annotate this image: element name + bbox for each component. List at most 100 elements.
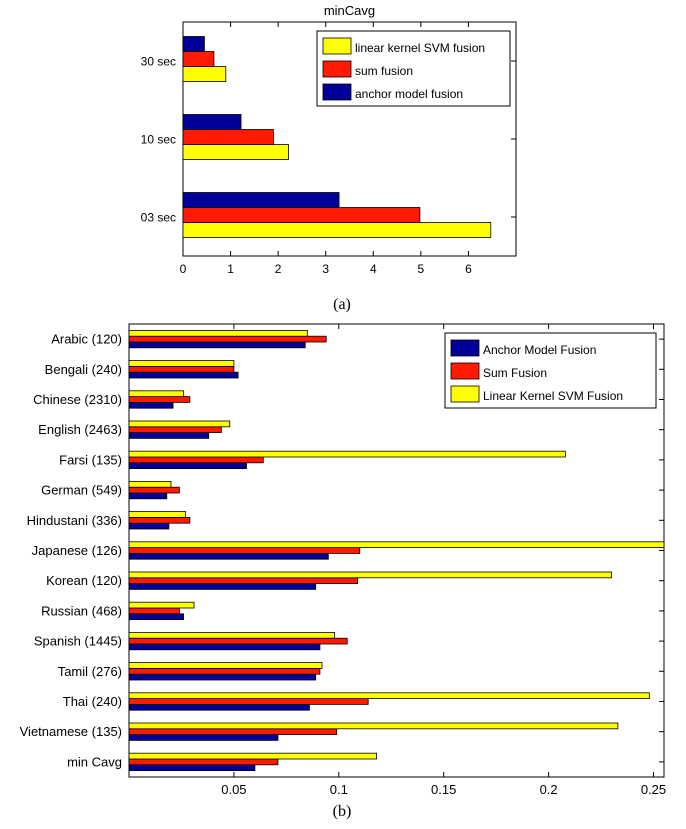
- chart-a-legend-label-sum-fusion: sum fusion: [355, 64, 413, 78]
- chart-b-legend: Anchor Model Fusion Sum Fusion Linear Kern…: [444, 332, 657, 409]
- chart-b-category-label-spanish-1445: Spanish (1445): [34, 634, 122, 649]
- chart-b-bar-linear-kernel-svm-fusion-chinese-2310: [128, 390, 184, 397]
- chart-b-legend-label-anchor-model-fusion: Anchor Model Fusion: [483, 343, 596, 357]
- chart-a-bar-anchor-model-fusion-03-sec: [182, 192, 340, 208]
- chart-a-bar-linear-kernel-svm-fusion-03-sec: [182, 222, 492, 238]
- chart-b-category-label-russian-468: Russian (468): [41, 603, 122, 618]
- chart-b-category-label-hindustani-336: Hindustani (336): [27, 513, 122, 528]
- chart-b-bar-linear-kernel-svm-fusion-thai-240: [128, 692, 650, 699]
- chart-b-bar-linear-kernel-svm-fusion-spanish-1445: [128, 632, 336, 639]
- chart-b-category-label-tamil-276: Tamil (276): [58, 664, 122, 679]
- chart-a-bar-linear-kernel-svm-fusion-30-sec: [182, 66, 227, 82]
- caption-b: (b): [333, 803, 352, 820]
- chart-b-bar-sum-fusion-min-cavg: [128, 758, 279, 766]
- chart-b-bar-anchor-model-fusion-vietnamese-135: [128, 734, 279, 741]
- chart-b-bar-anchor-model-fusion-bengali-240: [128, 371, 239, 379]
- chart-b-category-label-min-cavg: min Cavg: [67, 754, 122, 769]
- chart-b-bar-sum-fusion-japanese-126: [128, 547, 361, 554]
- chart-b-bar-sum-fusion-english-2463: [128, 426, 222, 433]
- chart-b-bar-sum-fusion-vietnamese-135: [128, 728, 338, 735]
- chart-b-xtick-label-1: 0.1: [330, 782, 348, 797]
- chart-b-bar-linear-kernel-svm-fusion-min-cavg: [128, 752, 377, 760]
- chart-a-bar-anchor-model-fusion-30-sec: [182, 36, 205, 52]
- chart-a-xtick-label-5: 5: [418, 262, 425, 276]
- chart-b-bar-anchor-model-fusion-spanish-1445: [128, 643, 321, 651]
- chart-a-bar-sum-fusion-30-sec: [182, 51, 215, 67]
- caption-a: (a): [333, 296, 351, 313]
- chart-b-legend-swatch-sum-fusion: [450, 362, 480, 380]
- chart-b-bar-sum-fusion-chinese-2310: [128, 396, 191, 403]
- chart-b-category-label-chinese-2310: Chinese (2310): [33, 392, 122, 407]
- chart-b-bar-anchor-model-fusion-tamil-276: [128, 673, 317, 681]
- chart-a-legend-label-linear-kernel-svm-fusion: linear kernel SVM fusion: [355, 41, 485, 55]
- chart-b-category-label-korean-120: Korean (120): [46, 573, 122, 588]
- chart-a-xtick-label-6: 6: [465, 262, 472, 276]
- chart-b-category-label-german-549: German (549): [41, 483, 122, 498]
- chart-b-bar-anchor-model-fusion-english-2463: [128, 432, 210, 439]
- chart-a-category-label-03-sec: 03 sec: [141, 211, 176, 225]
- chart-a-legend-label-anchor-model-fusion: anchor model fusion: [355, 87, 463, 101]
- chart-b-bar-linear-kernel-svm-fusion-english-2463: [128, 420, 231, 428]
- chart-b-bar-sum-fusion-tamil-276: [128, 668, 321, 675]
- chart-b-legend-label-sum-fusion: Sum Fusion: [483, 366, 547, 380]
- chart-a-xtick-label-4: 4: [370, 262, 377, 276]
- chart-b-xtick-label-4: 0.25: [641, 782, 666, 797]
- chart-b-bar-linear-kernel-svm-fusion-farsi-135: [128, 450, 566, 458]
- chart-b-bar-sum-fusion-farsi-135: [128, 456, 264, 464]
- chart-b-bar-sum-fusion-bengali-240: [128, 365, 235, 373]
- chart-a-legend: linear kernel SVM fusion sum fusion anchor…: [316, 30, 511, 107]
- chart-a-category-label-30-sec: 30 sec: [141, 55, 176, 69]
- chart-b-bar-sum-fusion-russian-468: [128, 607, 180, 615]
- chart-a-bar-linear-kernel-svm-fusion-10-sec: [182, 144, 290, 160]
- chart-b-bar-anchor-model-fusion-russian-468: [128, 613, 184, 620]
- chart-a-bar-sum-fusion-10-sec: [182, 129, 274, 145]
- chart-b-category-label-japanese-126: Japanese (126): [32, 543, 122, 558]
- chart-a-xtick-label-3: 3: [322, 262, 329, 276]
- chart-b-bar-linear-kernel-svm-fusion-korean-120: [128, 571, 612, 579]
- chart-b-bar-sum-fusion-spanish-1445: [128, 637, 348, 645]
- chart-b-xtick-label-3: 0.2: [540, 782, 558, 797]
- chart-b-xtick-label-0: 0.05: [221, 782, 246, 797]
- chart-b-bar-sum-fusion-korean-120: [128, 577, 359, 584]
- chart-a-xtick-label-2: 2: [275, 262, 282, 276]
- chart-a-xtick-label-0: 0: [180, 262, 187, 276]
- chart-b-legend-swatch-linear-kernel-svm-fusion: [450, 385, 480, 403]
- chart-a-legend-swatch-sum-fusion: [322, 60, 352, 78]
- chart-b-bar-linear-kernel-svm-fusion-bengali-240: [128, 360, 235, 367]
- chart-b-category-label-arabic-120: Arabic (120): [51, 332, 122, 347]
- chart-a-legend-swatch-linear-kernel-svm-fusion: [322, 37, 352, 55]
- chart-b-bar-linear-kernel-svm-fusion-tamil-276: [128, 662, 323, 669]
- chart-a-legend-swatch-anchor-model-fusion: [322, 83, 352, 101]
- chart-b-legend-label-linear-kernel-svm-fusion: Linear Kernel SVM Fusion: [483, 389, 623, 403]
- chart-b-bar-anchor-model-fusion-hindustani-336: [128, 522, 170, 530]
- chart-b-bar-linear-kernel-svm-fusion-russian-468: [128, 601, 195, 609]
- chart-b-category-label-vietnamese-135: Vietnamese (135): [20, 724, 122, 739]
- chart-b-legend-box: [444, 332, 657, 409]
- chart-b-bar-anchor-model-fusion-arabic-120: [128, 341, 306, 349]
- chart-b-bar-linear-kernel-svm-fusion-vietnamese-135: [128, 722, 619, 730]
- chart-b-category-label-thai-240: Thai (240): [63, 694, 122, 709]
- chart-b-bar-linear-kernel-svm-fusion-japanese-126: [128, 541, 665, 548]
- chart-b-bar-anchor-model-fusion-japanese-126: [128, 553, 329, 560]
- chart-b-xtick-label-2: 0.15: [431, 782, 456, 797]
- chart-b-bar-sum-fusion-thai-240: [128, 698, 369, 705]
- chart-b-bar-anchor-model-fusion-thai-240: [128, 704, 310, 711]
- chart-b-bar-linear-kernel-svm-fusion-german-549: [128, 480, 172, 488]
- chart-b-category-label-farsi-135: Farsi (135): [59, 452, 122, 467]
- chart-b-category-label-bengali-240: Bengali (240): [45, 362, 122, 377]
- chart-a-title: minCavg: [324, 3, 375, 18]
- chart-b-bar-anchor-model-fusion-min-cavg: [128, 764, 256, 771]
- chart-a-xtick-label-1: 1: [227, 262, 234, 276]
- chart-b-bar-anchor-model-fusion-german-549: [128, 492, 168, 500]
- chart-b-bar-anchor-model-fusion-chinese-2310: [128, 401, 174, 409]
- chart-b-legend-swatch-anchor-model-fusion: [450, 339, 480, 357]
- chart-a-bar-anchor-model-fusion-10-sec: [182, 114, 242, 130]
- chart-b-category-label-english-2463: English (2463): [38, 422, 122, 437]
- chart-a-minCavg-by-duration: minCavg 0 1 2 3 4 5 6 30 sec 10 sec 03 sec linear k…: [141, 3, 517, 276]
- chart-b-bar-linear-kernel-svm-fusion-arabic-120: [128, 329, 308, 337]
- chart-b-bar-sum-fusion-hindustani-336: [128, 517, 191, 524]
- chart-a-category-label-10-sec: 10 sec: [141, 133, 176, 147]
- chart-b-bar-linear-kernel-svm-fusion-hindustani-336: [128, 511, 187, 518]
- chart-b-bar-sum-fusion-arabic-120: [128, 335, 327, 343]
